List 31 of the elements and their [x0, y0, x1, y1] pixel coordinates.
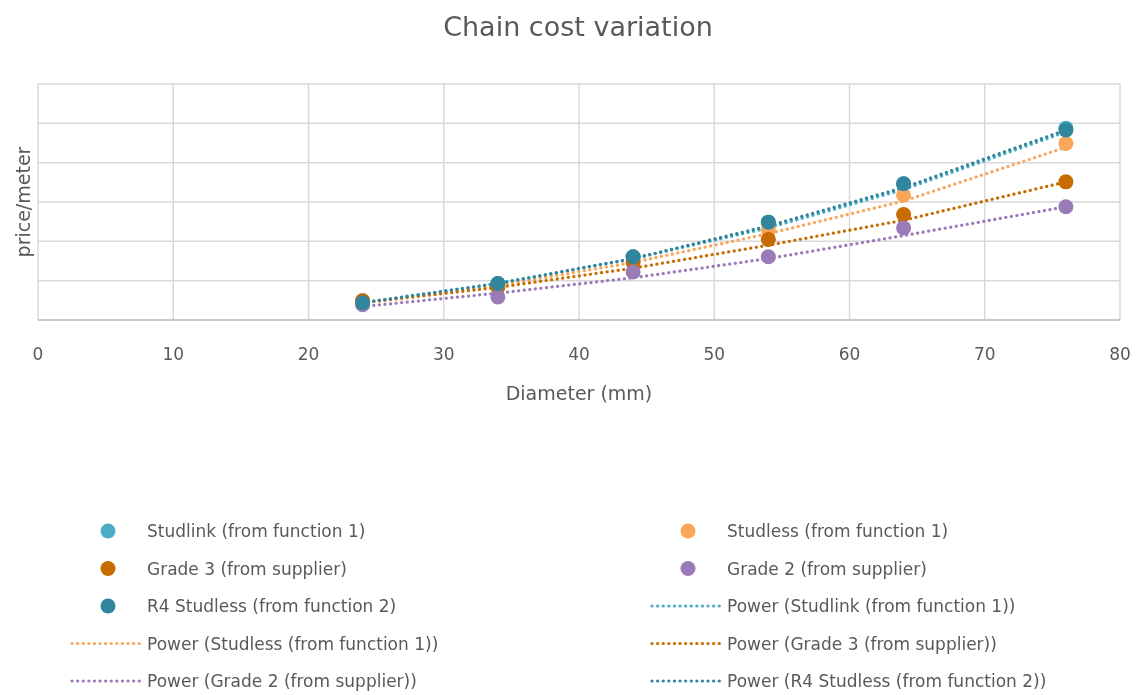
- x-tick-label: 10: [162, 344, 185, 364]
- x-tick-label: 70: [973, 344, 996, 364]
- x-axis-title: Diameter (mm): [505, 382, 653, 404]
- legend-label: Studlink (from function 1): [147, 521, 366, 541]
- legend-label: R4 Studless (from function 2): [147, 596, 397, 616]
- x-tick-label: 80: [1109, 344, 1131, 364]
- point: [1058, 199, 1074, 215]
- x-tick-label: 40: [568, 344, 590, 364]
- x-tick-label: 50: [703, 344, 726, 364]
- point: [760, 231, 776, 247]
- legend-label: Studless (from function 1): [727, 521, 949, 541]
- legend-label: Power (R4 Studless (from function 2)): [727, 671, 1047, 691]
- x-tick-label: 20: [297, 344, 320, 364]
- legend-label: Grade 2 (from supplier): [727, 558, 927, 579]
- x-tick-label: 30: [432, 344, 455, 364]
- x-tick-label: 60: [838, 344, 861, 364]
- point: [896, 220, 912, 236]
- point: [896, 206, 912, 222]
- point: [490, 289, 506, 305]
- legend-label: Power (Grade 2 (from supplier)): [147, 671, 417, 691]
- point: [1058, 174, 1074, 190]
- legend-label: Power (Studlink (from function 1)): [727, 596, 1016, 616]
- chart-title: Chain cost variation: [443, 11, 713, 42]
- point: [1058, 135, 1074, 151]
- point: [625, 264, 641, 280]
- y-axis-title: price/meter: [12, 146, 34, 258]
- legend-label: Grade 3 (from supplier): [147, 558, 347, 579]
- legend-label: Power (Studless (from function 1)): [147, 633, 439, 654]
- point: [760, 249, 776, 265]
- x-tick-label: 0: [32, 344, 44, 364]
- legend-label: Power (Grade 3 (from supplier)): [727, 633, 997, 654]
